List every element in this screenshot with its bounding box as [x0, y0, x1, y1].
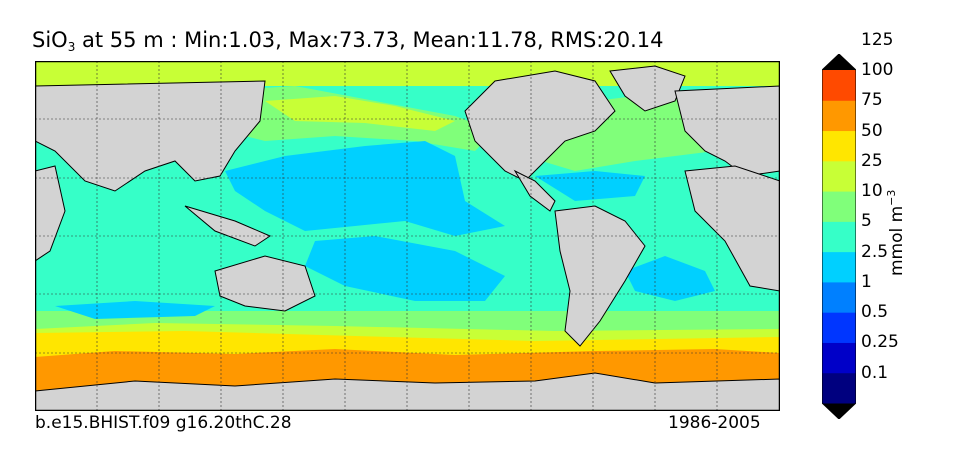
colorbar-tick-label: 5 [861, 211, 872, 232]
colorbar-tick-label: 25 [861, 150, 883, 171]
colorbar-extend-min [822, 403, 856, 419]
plot-title: SiO3 at 55 m : Min:1.03, Max:73.73, Mean… [32, 28, 664, 54]
colorbar-tick-label: 0.1 [861, 362, 889, 383]
africa-land [684, 165, 780, 292]
colorbar-segment [822, 160, 856, 192]
colorbar-segment [822, 191, 856, 222]
indian-ocean-gyre [55, 301, 215, 319]
asia-land [35, 80, 266, 192]
colorbar-units: mmol m−3 [885, 189, 907, 277]
colorbar-tick-label: 75 [861, 90, 883, 111]
colorbar-tick-label: 0.25 [861, 332, 899, 353]
colorbar-segment [822, 70, 856, 101]
colorbar-tick-label: 0.5 [861, 302, 889, 323]
colorbar-tick-label: 125 [861, 29, 894, 50]
north-atlantic-gyre [535, 171, 645, 201]
colorbar-segment [822, 251, 856, 283]
north-pacific-band-10-25 [265, 96, 455, 131]
colorbar-segment [822, 312, 856, 343]
south-pacific-gyre [305, 236, 505, 301]
colorbar-extend-max [822, 54, 856, 70]
colorbar-segment [822, 221, 856, 253]
australia-land [214, 255, 316, 312]
colorbar [822, 54, 856, 419]
colorbar-tick-label: 1 [861, 271, 872, 292]
africa-east-land [35, 165, 66, 262]
north-pacific-gyre [225, 141, 505, 236]
north-america-land [464, 70, 616, 182]
map-frame [35, 61, 780, 411]
south-atlantic-gyre [625, 256, 715, 301]
colorbar-tick-label: 50 [861, 120, 883, 141]
colorbar-segment [822, 372, 856, 404]
colorbar-tick-label: 100 [861, 60, 894, 80]
ocean-silicate-map [35, 61, 780, 411]
colorbar-segment [822, 342, 856, 374]
colorbar-tick-label: 2.5 [861, 241, 889, 262]
colorbar-segment [822, 281, 856, 313]
central-america-land [513, 169, 556, 212]
south-america-land [554, 205, 646, 347]
colorbar-tick-label: 10 [861, 181, 883, 202]
map-grid [35, 61, 780, 411]
case-label: b.e15.BHIST.f09 g16.20thC.28 [35, 413, 292, 433]
colorbar-segment [822, 100, 856, 132]
period-label: 1986-2005 [668, 413, 761, 433]
colorbar-segment [822, 130, 856, 162]
